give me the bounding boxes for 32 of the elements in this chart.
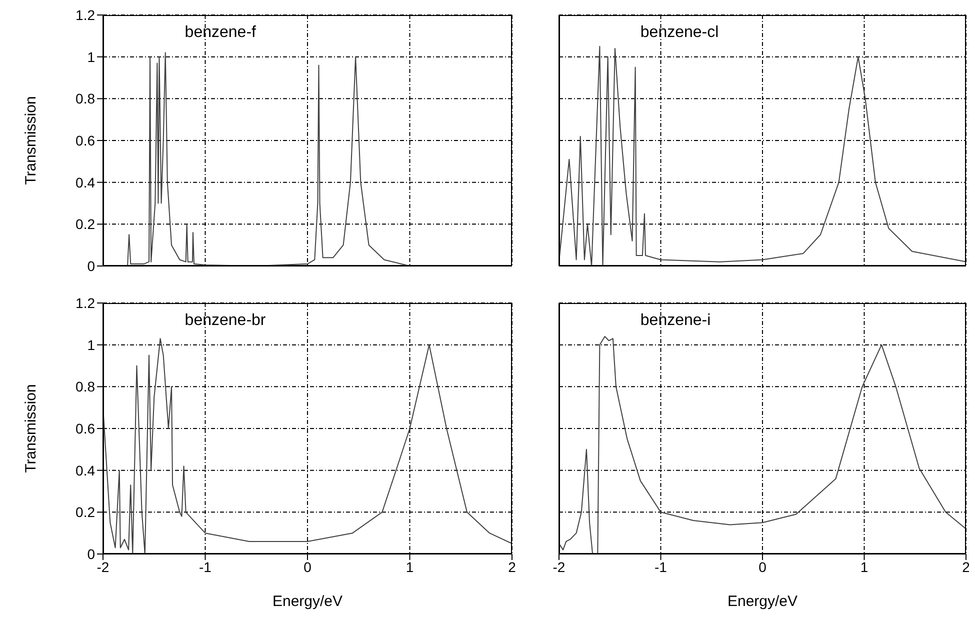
y-axis-title: Transmission: [22, 384, 40, 473]
y-tick-label: 0.4: [76, 174, 96, 190]
y-tick-label: 1: [87, 48, 96, 65]
y-tick-label: 0.8: [76, 90, 96, 107]
y-axis-title: Transmission: [22, 96, 40, 185]
x-tick-label: 0: [758, 558, 767, 575]
x-tick-label: -1: [654, 558, 668, 575]
y-tick-label: 0: [87, 546, 96, 562]
y-tick-label: 0.8: [76, 378, 96, 395]
x-axis-title: Energy/eV: [727, 593, 798, 610]
y-tick-label: 1.2: [76, 294, 96, 311]
x-tick-label: 2: [508, 558, 516, 575]
text: benzene-i: [640, 312, 711, 330]
x-tick-label: 0: [304, 558, 312, 575]
y-tick-label: 0: [87, 258, 96, 274]
y-tick-label: 0.6: [76, 420, 96, 436]
y-tick-label: 0.4: [76, 462, 96, 478]
x-tick-label: 1: [860, 558, 868, 575]
y-tick-label: 0.2: [76, 504, 96, 520]
x-tick-label: -1: [199, 558, 212, 575]
y-tick-label: 1: [87, 336, 96, 353]
y-tick-label: 0.6: [76, 132, 96, 148]
x-tick-label: -2: [552, 558, 566, 575]
x-tick-label: 2: [962, 558, 970, 575]
x-tick-label: 1: [406, 558, 414, 575]
y-tick-label: 1.2: [76, 6, 96, 23]
x-tick-label: -2: [96, 558, 110, 575]
y-tick-label: 0.2: [76, 216, 96, 232]
text: benzene-f: [184, 24, 256, 42]
text: benzene-br: [184, 312, 266, 330]
text: benzene-cl: [640, 24, 719, 42]
x-axis-title: Energy/eV: [272, 593, 343, 610]
